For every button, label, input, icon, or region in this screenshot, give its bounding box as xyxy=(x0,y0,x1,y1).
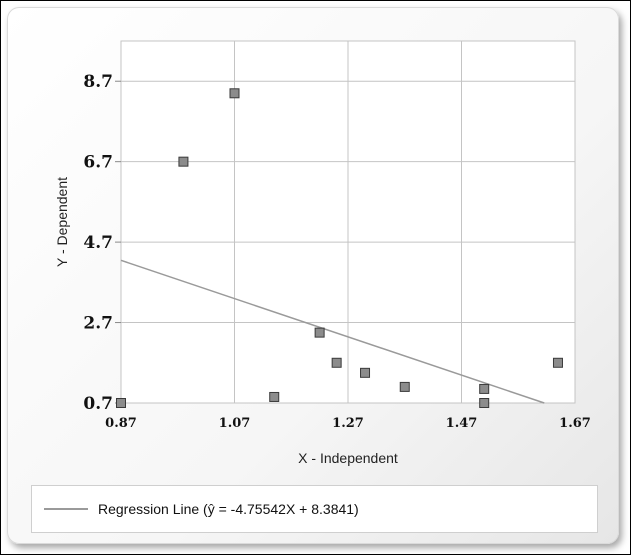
data-point xyxy=(314,327,325,338)
data-point xyxy=(360,367,371,378)
regression-line-group xyxy=(120,259,545,404)
legend-line-swatch xyxy=(44,508,88,510)
data-point xyxy=(479,398,490,408)
y-tick-labels: 0.7 2.7 4.7 6.7 8.7 xyxy=(83,72,113,414)
grid-lines xyxy=(115,41,576,404)
data-point xyxy=(116,398,126,408)
data-point xyxy=(269,391,280,402)
y-tick-label: 4.7 xyxy=(83,233,113,253)
data-points xyxy=(116,88,563,408)
y-axis-label: Y - Dependent xyxy=(54,177,70,267)
y-tick-label: 0.7 xyxy=(83,394,113,414)
y-tick-label: 6.7 xyxy=(83,153,113,173)
x-axis-label: X - Independent xyxy=(298,450,398,466)
legend: Regression Line (ŷ = -4.75542X + 8.3841) xyxy=(31,485,598,533)
legend-label: Regression Line (ŷ = -4.75542X + 8.3841) xyxy=(98,501,359,517)
x-tick-label: 1.47 xyxy=(446,416,478,431)
data-point xyxy=(479,383,490,394)
x-tick-labels: 0.87 1.07 1.27 1.47 1.67 xyxy=(105,416,591,431)
data-point xyxy=(331,357,342,368)
data-point xyxy=(229,88,240,99)
y-tick-label: 8.7 xyxy=(83,72,113,92)
x-tick-label: 0.87 xyxy=(105,416,137,431)
data-point xyxy=(178,156,189,167)
x-tick-label: 1.67 xyxy=(559,416,591,431)
x-tick-label: 1.07 xyxy=(219,416,251,431)
regression-line xyxy=(120,259,545,404)
x-tick-label: 1.27 xyxy=(332,416,364,431)
data-point xyxy=(399,381,410,392)
data-point xyxy=(552,357,563,368)
y-tick-label: 2.7 xyxy=(83,314,113,334)
